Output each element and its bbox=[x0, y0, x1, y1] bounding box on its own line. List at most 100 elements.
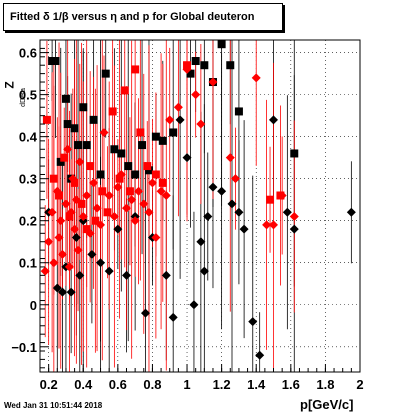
data-point bbox=[82, 141, 91, 150]
data-point bbox=[57, 249, 67, 259]
x-tick-label: 1 bbox=[183, 377, 190, 392]
y-axis-title-main: Z bbox=[2, 81, 17, 89]
data-point bbox=[225, 153, 235, 163]
data-point bbox=[82, 225, 91, 234]
y-axis-title: Z dDeta bbox=[2, 70, 27, 110]
y-tick-label: 0.4 bbox=[19, 130, 38, 145]
data-point bbox=[134, 186, 144, 196]
data-point bbox=[189, 300, 199, 310]
data-point bbox=[255, 350, 265, 360]
data-point bbox=[168, 312, 178, 322]
title-box: Fitted δ 1/β versus η and p for Global d… bbox=[3, 3, 283, 31]
data-point bbox=[87, 249, 97, 259]
footer-date: Wed Jan 31 10:51:44 2018 bbox=[4, 401, 103, 410]
chart-title: Fitted δ 1/β versus η and p for Global d… bbox=[10, 11, 255, 23]
axes: 0.2 0.4 0.6 0.8 1 1.2 1.4 1.6 1.8 2 −0.1 0 0.1 0.2 0.3… bbox=[11, 46, 363, 392]
data-point bbox=[108, 107, 117, 116]
x-tick-label: 0.8 bbox=[143, 377, 161, 392]
data-point bbox=[217, 40, 226, 49]
data-point bbox=[191, 90, 201, 100]
data-point bbox=[182, 153, 192, 163]
data-point bbox=[282, 207, 292, 217]
data-point bbox=[191, 57, 200, 66]
data-point bbox=[52, 283, 62, 293]
data-point bbox=[276, 191, 285, 200]
y-tick-label: 0.3 bbox=[19, 172, 37, 187]
data-point bbox=[44, 237, 54, 247]
data-point bbox=[63, 144, 73, 154]
data-point bbox=[158, 136, 167, 145]
data-point bbox=[89, 178, 99, 188]
x-tick-label: 0.2 bbox=[40, 377, 58, 392]
data-point bbox=[96, 258, 106, 268]
data-point bbox=[121, 203, 131, 213]
y-axis-title-sub: dDeta bbox=[19, 88, 27, 107]
data-point bbox=[113, 182, 123, 192]
data-point bbox=[199, 266, 209, 276]
data-point bbox=[161, 190, 171, 200]
data-point bbox=[101, 69, 110, 78]
data-point bbox=[55, 191, 64, 200]
x-axis-title: p[GeV/c] bbox=[300, 397, 354, 412]
x-tick-label: 0.4 bbox=[74, 377, 93, 392]
data-point bbox=[115, 174, 124, 183]
y-tick-label: 0 bbox=[30, 298, 37, 313]
x-tick-label: 1.4 bbox=[247, 377, 266, 392]
data-point bbox=[56, 216, 66, 226]
data-point bbox=[230, 174, 240, 184]
data-point bbox=[151, 170, 160, 179]
x-tick-label: 1.6 bbox=[282, 377, 300, 392]
data-point bbox=[91, 216, 100, 225]
data-point bbox=[234, 107, 243, 116]
data-point bbox=[143, 162, 152, 171]
data-point bbox=[82, 190, 92, 200]
y-tick-label: −0.1 bbox=[11, 340, 37, 355]
data-point bbox=[47, 207, 57, 217]
data-point bbox=[40, 266, 50, 276]
data-point bbox=[42, 115, 51, 124]
data-point bbox=[227, 199, 237, 209]
data-point bbox=[289, 224, 299, 234]
x-tick-label: 2 bbox=[356, 377, 363, 392]
y-tick-label: 0.6 bbox=[19, 46, 37, 61]
data-point bbox=[165, 115, 175, 125]
data-point bbox=[63, 120, 72, 129]
data-point bbox=[139, 199, 149, 209]
data-point bbox=[64, 262, 74, 272]
data-point bbox=[144, 207, 154, 217]
data-point bbox=[71, 233, 81, 243]
data-point bbox=[208, 182, 218, 192]
data-point bbox=[51, 57, 60, 66]
data-point bbox=[138, 141, 147, 150]
y-tick-label: 0.1 bbox=[19, 256, 37, 271]
data-point bbox=[120, 86, 129, 95]
data-point bbox=[127, 195, 137, 205]
data-point bbox=[75, 157, 85, 167]
data-point bbox=[346, 207, 356, 217]
data-point bbox=[125, 187, 134, 196]
data-point bbox=[73, 245, 83, 255]
data-point bbox=[86, 162, 95, 171]
data-point bbox=[79, 103, 88, 112]
data-point bbox=[117, 149, 126, 158]
data-point bbox=[54, 233, 64, 243]
data-point bbox=[70, 178, 79, 187]
data-point bbox=[130, 216, 140, 226]
data-point bbox=[49, 174, 58, 183]
data-point bbox=[151, 233, 161, 243]
data-point bbox=[96, 170, 105, 179]
data-point bbox=[208, 77, 218, 87]
data-point bbox=[98, 187, 107, 196]
data-point bbox=[124, 162, 133, 171]
data-point bbox=[175, 115, 185, 125]
x-tick-label: 1.8 bbox=[316, 377, 334, 392]
data-point bbox=[70, 224, 80, 234]
data-point bbox=[196, 237, 206, 247]
data-point bbox=[200, 61, 209, 70]
x-tick-label: 1.2 bbox=[213, 377, 231, 392]
data-point bbox=[269, 220, 279, 230]
error-bars bbox=[44, 40, 352, 372]
y-tick-label: 0.5 bbox=[19, 88, 37, 103]
data-point bbox=[136, 128, 145, 137]
